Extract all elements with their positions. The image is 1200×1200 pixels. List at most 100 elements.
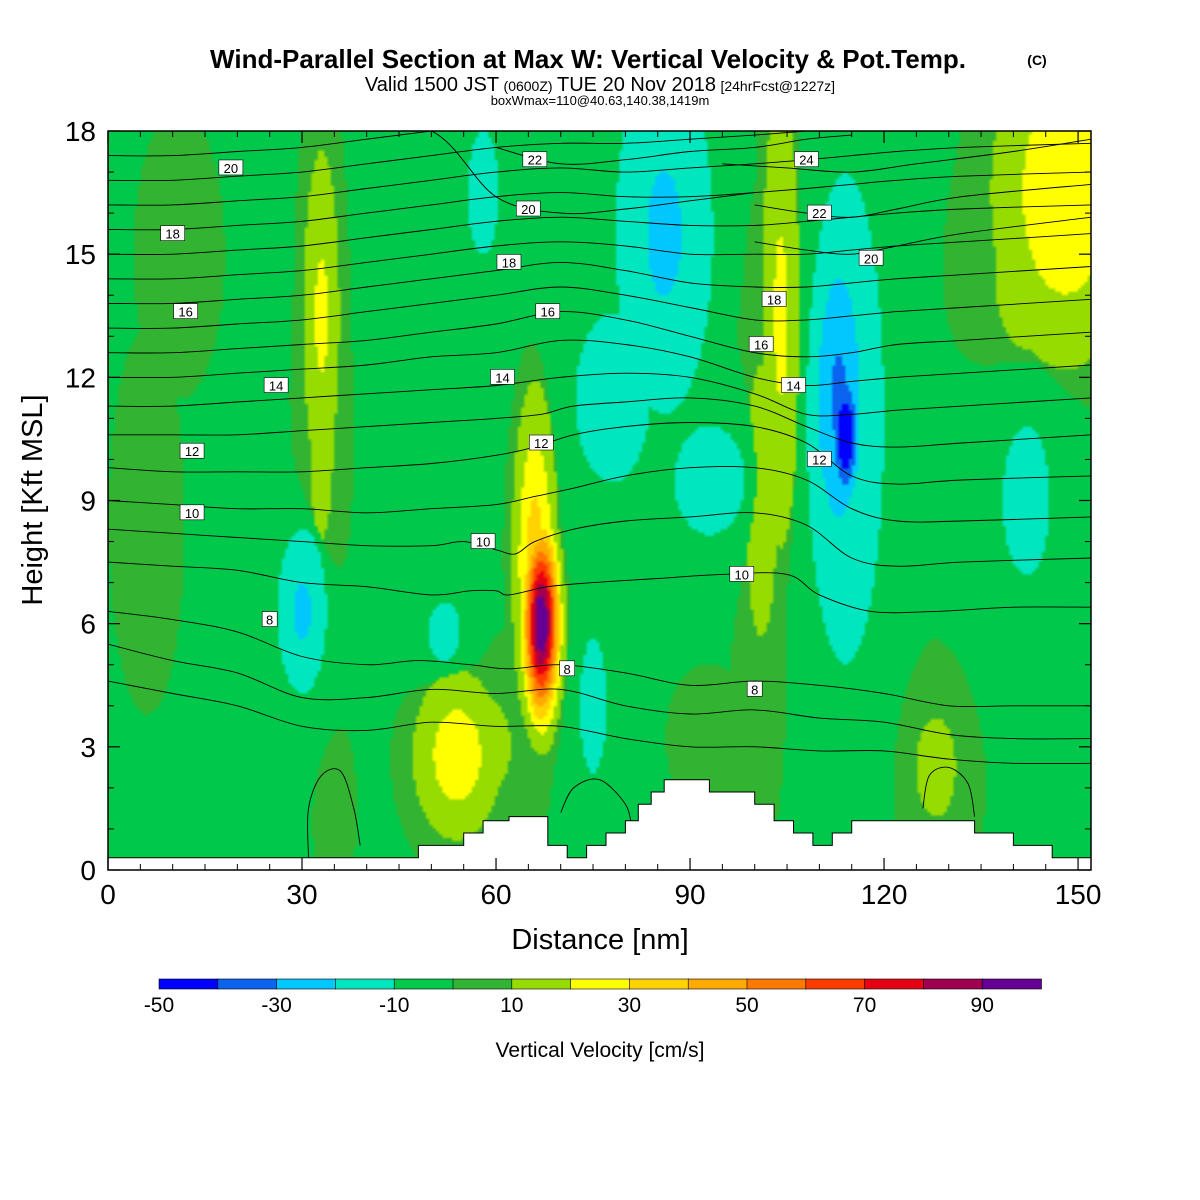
- theta-contour-14: [108, 339, 1091, 387]
- y-tick-label: 6: [80, 609, 96, 640]
- colorbar-swatch: [511, 978, 572, 990]
- svg-text:20: 20: [521, 202, 535, 217]
- y-axis: 0 3 6 9 12 15 18: [65, 116, 1091, 886]
- x-axis: 0 30 60 90 120 150: [100, 131, 1101, 910]
- svg-text:8: 8: [564, 662, 571, 677]
- colorbar-tick-label: 30: [618, 994, 641, 1017]
- theta-contour-16: [108, 204, 1091, 255]
- forecast-info: [24hrFcst@1227z]: [720, 78, 835, 94]
- colorbar-label: Vertical Velocity [cm/s]: [496, 1039, 705, 1062]
- theta-label-12: 12: [179, 442, 205, 459]
- theta-label-16: 16: [748, 336, 774, 352]
- valid-utc: (0600Z): [504, 78, 553, 94]
- colorbar-swatch: [217, 978, 278, 990]
- theta-contour-18: [108, 131, 812, 182]
- plot-area: 8 8 8 10 10 10 12 12 12 14 14 14 16 16 16 18 18 18 20 20 20 2…: [108, 131, 1091, 870]
- theta-label-14: 14: [490, 369, 515, 385]
- theta-contour-18: [108, 171, 1091, 231]
- theta-label-22: 22: [807, 204, 832, 221]
- theta-contour-16: [108, 233, 1091, 280]
- theta-contour-10: [108, 512, 1091, 567]
- theta-label-8: 8: [261, 611, 278, 628]
- colorbar-swatch: [629, 978, 690, 990]
- svg-text:20: 20: [224, 161, 238, 176]
- vertical-velocity-field: [108, 131, 1091, 870]
- x-tick-label: 150: [1055, 879, 1102, 910]
- low-level-contour: [560, 778, 633, 830]
- terrain: [108, 779, 1091, 870]
- colorbar-swatch: [335, 978, 395, 990]
- theta-label-14: 14: [263, 377, 289, 394]
- colorbar-tick-label: -50: [144, 994, 174, 1017]
- theta-label-20: 20: [218, 159, 244, 176]
- theta-contour-16: [108, 261, 1091, 305]
- theta-contour-20: [430, 131, 755, 215]
- y-tick-label: 18: [65, 116, 96, 147]
- svg-text:12: 12: [185, 444, 199, 459]
- box-wmax-info: boxWmax=110@40.63,140.38,1419m: [491, 93, 710, 108]
- svg-text:22: 22: [528, 153, 542, 168]
- theta-label-12: 12: [528, 434, 554, 451]
- theta-label-16: 16: [173, 303, 198, 320]
- theta-label-8: 8: [746, 681, 763, 697]
- colorbar-swatch: [276, 978, 337, 990]
- colorbar-tick-label: 50: [735, 994, 758, 1017]
- theta-contour-10: [108, 465, 1091, 523]
- colorbar-tick-label: 90: [971, 994, 994, 1017]
- copyright-mark: (C): [1027, 52, 1046, 68]
- valid-date: TUE 20 Nov 2018: [557, 74, 716, 96]
- theta-contour-14: [108, 311, 1091, 358]
- theta-contour-20: [108, 131, 436, 157]
- svg-text:14: 14: [786, 379, 800, 394]
- svg-text:8: 8: [266, 613, 273, 628]
- svg-text:12: 12: [534, 436, 548, 451]
- colorbar-swatch: [393, 978, 454, 990]
- theta-label-18: 18: [496, 254, 522, 270]
- colorbar-tick-label: -30: [261, 994, 291, 1017]
- colorbar: -50 -30 -10 10 30 50 70 90: [144, 978, 1042, 1017]
- svg-text:10: 10: [735, 567, 749, 582]
- theta-contour-18: [108, 142, 1091, 206]
- theta-label-24: 24: [794, 151, 819, 168]
- theta-contour-22: [495, 134, 852, 165]
- theta-label-10: 10: [470, 533, 496, 550]
- theta-label-14: 14: [781, 377, 806, 394]
- theta-contour-8: [108, 680, 1091, 765]
- colorbar-swatch: [452, 978, 513, 990]
- colorbar-tick-label: 70: [853, 994, 876, 1017]
- svg-text:20: 20: [864, 251, 878, 266]
- theta-contour-12: [108, 397, 1091, 448]
- theta-label-20: 20: [858, 249, 884, 266]
- svg-text:14: 14: [495, 370, 509, 385]
- svg-text:14: 14: [269, 379, 283, 394]
- x-tick-label: 0: [100, 879, 116, 910]
- colorbar-swatch: [687, 978, 748, 990]
- colorbar-swatch: [864, 978, 925, 990]
- y-tick-label: 15: [65, 239, 96, 270]
- svg-text:16: 16: [754, 337, 768, 352]
- theta-label-10: 10: [729, 566, 755, 582]
- x-tick-label: 120: [861, 879, 908, 910]
- svg-text:18: 18: [767, 292, 781, 307]
- colorbar-tick-label: 10: [500, 994, 523, 1017]
- theta-label-20: 20: [516, 200, 541, 217]
- y-tick-label: 12: [65, 362, 96, 393]
- colorbar-tick-label: -10: [379, 994, 409, 1017]
- theta-label-22: 22: [522, 151, 548, 168]
- svg-text:18: 18: [165, 227, 179, 242]
- theta-contour-20: [754, 216, 1091, 255]
- colorbar-swatch: [158, 978, 219, 990]
- y-tick-label: 3: [80, 732, 96, 763]
- svg-text:18: 18: [502, 255, 516, 270]
- theta-label-10: 10: [179, 504, 205, 521]
- x-axis-label: Distance [nm]: [511, 924, 688, 956]
- svg-text:16: 16: [541, 305, 555, 320]
- theta-label-12: 12: [807, 451, 832, 467]
- y-tick-label: 0: [80, 855, 96, 886]
- x-tick-label: 30: [286, 879, 317, 910]
- svg-text:10: 10: [185, 506, 199, 521]
- x-tick-label: 90: [674, 879, 705, 910]
- svg-text:12: 12: [812, 452, 826, 467]
- theta-label-18: 18: [160, 225, 185, 242]
